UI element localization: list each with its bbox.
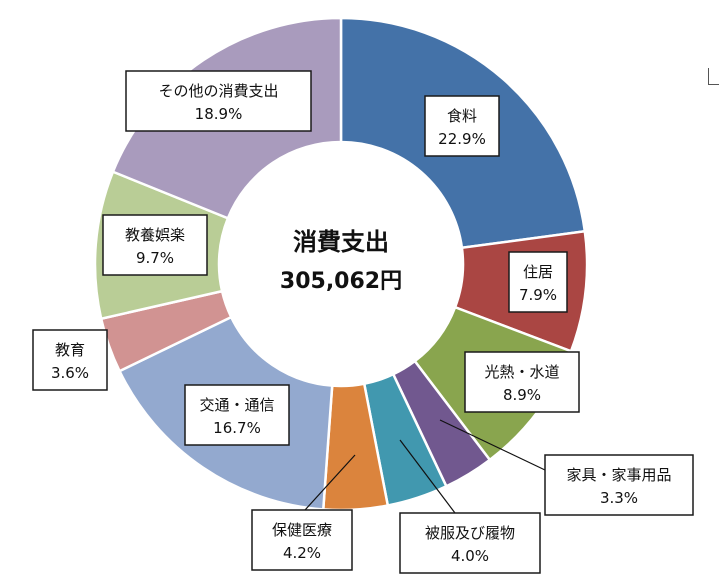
slice-label-7: 教育 3.6% <box>32 329 108 391</box>
slice-label-box <box>125 70 312 132</box>
slice-label-value: 4.0% <box>451 547 489 565</box>
slice-label-value: 3.3% <box>600 489 638 507</box>
slice-label-name: 食料 <box>447 107 477 125</box>
slice-label-2: 光熱・水道 8.9% <box>464 351 580 413</box>
slice-label-name: 住居 <box>523 263 553 281</box>
corner-mark <box>708 68 719 85</box>
slice-label-1: 住居 7.9% <box>508 251 568 313</box>
slice-label-4: 被服及び履物 4.0% <box>399 512 541 574</box>
slice-label-value: 22.9% <box>438 130 486 148</box>
slice-label-5: 保健医療 4.2% <box>251 509 353 571</box>
leader-line-5 <box>304 454 356 511</box>
slice-label-name: 教養娯楽 <box>125 226 185 244</box>
leader-line-3 <box>439 419 546 471</box>
slice-label-name: その他の消費支出 <box>158 82 278 100</box>
slice-label-0: 食料 22.9% <box>424 95 500 157</box>
slice-label-name: 家具・家事用品 <box>566 466 671 484</box>
slice-label-box <box>464 351 580 413</box>
slice-label-value: 16.7% <box>213 419 261 437</box>
slice-label-name: 交通・通信 <box>199 396 274 414</box>
slice-label-value: 4.2% <box>283 544 321 562</box>
slice-label-box <box>102 214 208 276</box>
center-total: 305,062円 <box>280 269 402 294</box>
center-title: 消費支出 <box>293 228 389 256</box>
slice-label-name: 被服及び履物 <box>425 524 515 542</box>
slice-label-value: 3.6% <box>51 364 89 382</box>
leader-line-4 <box>399 439 456 514</box>
slice-label-name: 教育 <box>55 341 85 359</box>
slice-label-value: 7.9% <box>519 286 557 304</box>
slice-label-value: 18.9% <box>195 105 243 123</box>
slice-label-box <box>424 95 500 157</box>
slice-label-box <box>32 329 108 391</box>
slice-label-name: 光熱・水道 <box>484 363 559 381</box>
slice-label-value: 9.7% <box>136 249 174 267</box>
slice-label-6: 交通・通信 16.7% <box>184 384 290 446</box>
slice-label-box <box>184 384 290 446</box>
slice-label-8: 教養娯楽 9.7% <box>102 214 208 276</box>
slice-label-3: 家具・家事用品 3.3% <box>544 454 694 516</box>
slice-label-9: その他の消費支出 18.9% <box>125 70 312 132</box>
slice-label-name: 保健医療 <box>272 521 332 539</box>
slice-label-box <box>508 251 568 313</box>
slice-label-box <box>544 454 694 516</box>
slice-label-value: 8.9% <box>503 386 541 404</box>
slice-label-box <box>251 509 353 571</box>
slice-label-box <box>399 512 541 574</box>
